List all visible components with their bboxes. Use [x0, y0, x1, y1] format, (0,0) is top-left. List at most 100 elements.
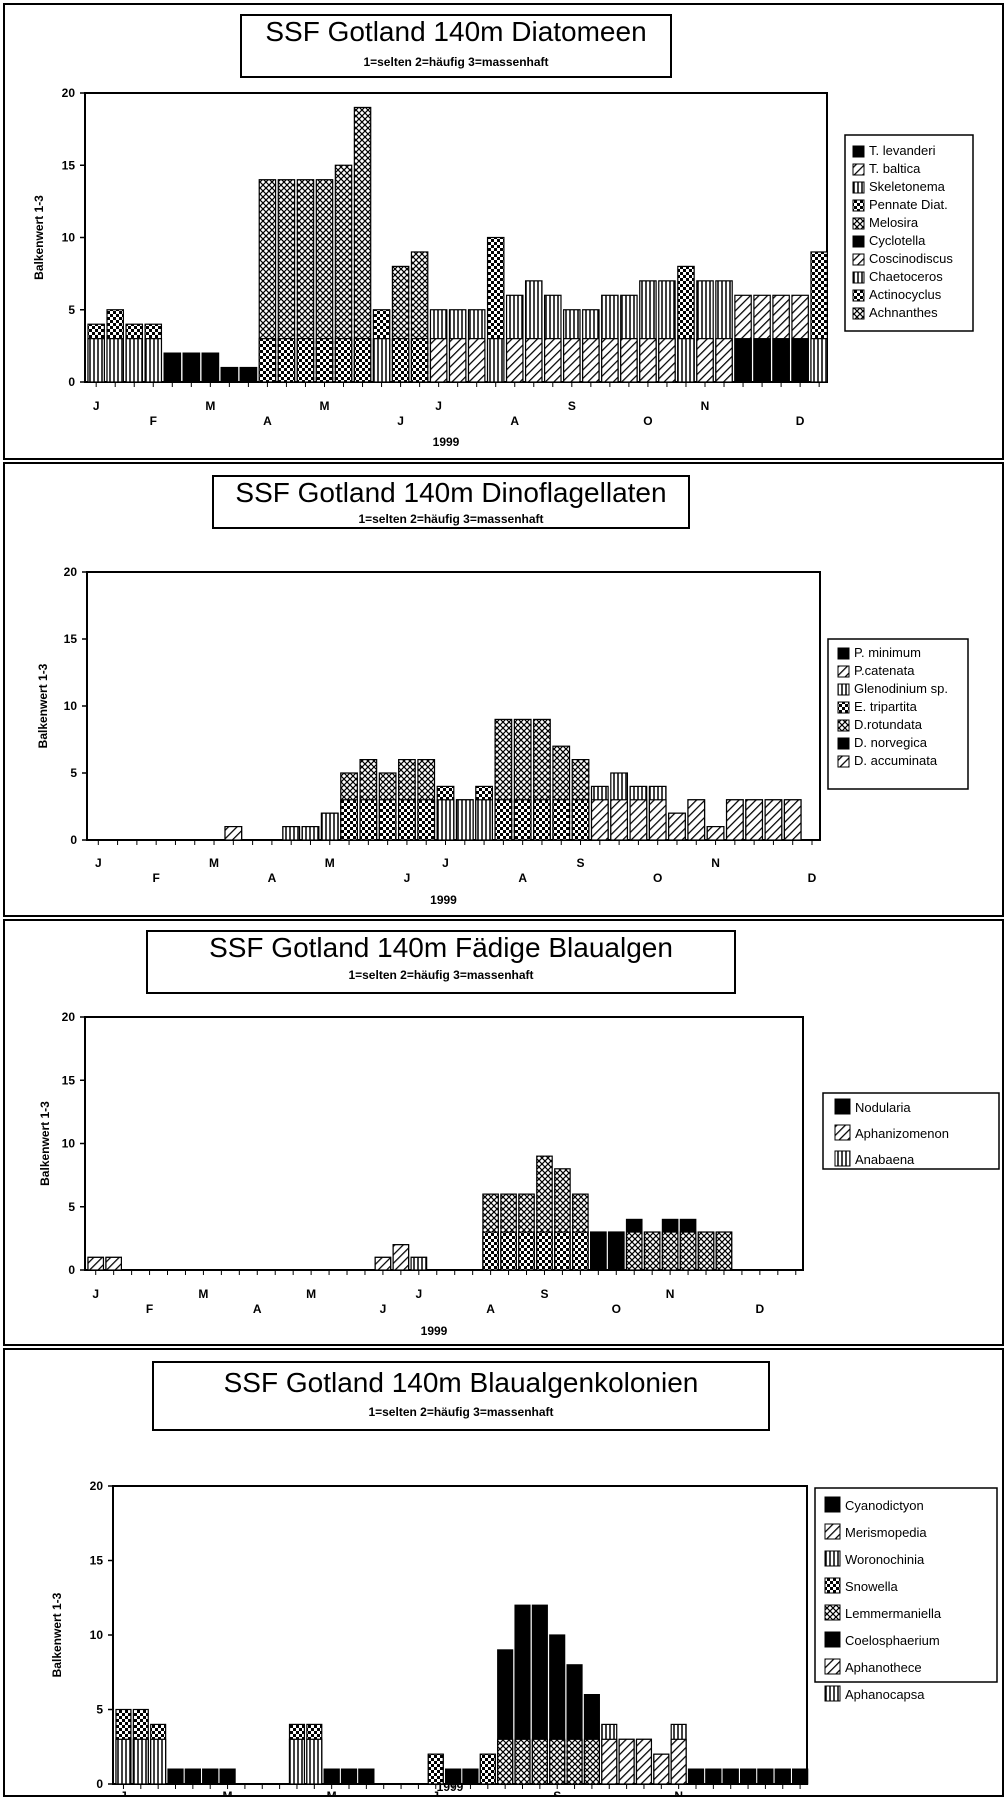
x-tick-label: A: [268, 871, 277, 885]
bar-segment: [320, 812, 339, 841]
bar-segment: [132, 1738, 149, 1785]
x-tick-label: M: [319, 399, 329, 413]
x-tick-label: J: [397, 414, 404, 428]
bar-segment: [661, 1231, 679, 1271]
x-tick-label: S: [577, 856, 585, 870]
bar-segment: [277, 338, 296, 383]
legend-swatch: [834, 1150, 851, 1167]
bar-segment: [734, 338, 752, 383]
x-tick-label: J: [404, 871, 411, 885]
y-axis-label: Balkenwert 1-3: [50, 1592, 64, 1677]
y-tick-label: 5: [68, 303, 75, 317]
chart-blaualgenkolonien: SSF Gotland 140m Blaualgenkolonien 1=selt…: [50, 1361, 998, 1800]
bar-segment: [239, 366, 258, 383]
chart-subtitle: 1=selten 2=häufig 3=massenhaft: [368, 1405, 553, 1419]
bar-segment: [552, 799, 571, 841]
x-tick-label: F: [146, 1302, 153, 1316]
legend-entry: Chaetoceros: [869, 269, 943, 284]
bar-segment: [668, 812, 686, 841]
bar-segment: [479, 1753, 496, 1785]
x-tick-label: N: [701, 399, 710, 413]
bar-segment: [658, 338, 676, 383]
x-tick-label: M: [223, 1789, 233, 1795]
bar-segment: [643, 1231, 661, 1271]
x-tick-label: F: [152, 871, 159, 885]
bar-segment: [610, 799, 629, 841]
x-tick-label: J: [380, 1302, 387, 1316]
y-tick-label: 0: [70, 833, 77, 847]
y-tick-label: 10: [90, 1628, 104, 1642]
y-axis-label: Balkenwert 1-3: [32, 195, 46, 280]
bar-segment: [202, 1768, 219, 1785]
bar-segment: [653, 1753, 670, 1785]
bar-segment: [753, 338, 771, 383]
legend-swatch: [852, 199, 865, 212]
x-tick-label: A: [253, 1302, 262, 1316]
bar-segment: [518, 1231, 535, 1271]
legend-swatch: [837, 647, 850, 660]
x-tick-label: J: [432, 1789, 439, 1795]
y-tick-label: 5: [96, 1703, 103, 1717]
bar-segment: [620, 338, 638, 383]
bar-segment: [258, 338, 277, 383]
x-axis-label: 1999: [421, 1324, 448, 1338]
x-axis-label: 1999: [437, 1780, 464, 1794]
legend-swatch: [852, 217, 865, 230]
bar-segment: [566, 1738, 583, 1785]
bar-segment: [791, 338, 809, 383]
x-tick-label: S: [540, 1287, 548, 1301]
legend-box: [822, 1092, 1000, 1170]
x-tick-label: M: [327, 1789, 337, 1795]
bar-segment: [220, 366, 239, 383]
chart-title: SSF Gotland 140m Dinoflagellaten: [235, 477, 666, 508]
bar-segment: [486, 338, 505, 383]
legend-swatch: [824, 1631, 841, 1648]
y-tick-label: 20: [62, 86, 76, 100]
x-tick-label: J: [92, 1287, 99, 1301]
bar-segment: [554, 1231, 571, 1271]
bar-segment: [679, 1231, 697, 1271]
legend-entry: Skeletonema: [869, 179, 946, 194]
plot-frame: [112, 1485, 808, 1785]
bar-segment: [163, 352, 182, 383]
bar-segment: [125, 338, 144, 383]
x-tick-label: F: [150, 414, 157, 428]
bar-segment: [219, 1768, 236, 1785]
legend-entry: Woronochinia: [845, 1552, 925, 1567]
bar-segment: [494, 799, 513, 841]
bar-segment: [340, 1768, 358, 1785]
x-tick-label: D: [808, 871, 817, 885]
bar-segment: [353, 338, 372, 383]
x-tick-label: S: [553, 1789, 561, 1795]
chart-dinoflagellaten: SSF Gotland 140m Dinoflagellaten 1=selten…: [36, 475, 969, 907]
legend-swatch: [837, 755, 850, 768]
bar-segment: [282, 826, 301, 841]
bar-segment: [582, 338, 600, 383]
bar-segment: [358, 1768, 375, 1785]
legend-swatch: [824, 1496, 841, 1513]
bar-segment: [524, 338, 543, 383]
legend-box: [827, 638, 969, 790]
bar-segment: [687, 1768, 705, 1785]
legend-entry: Merismopedia: [845, 1525, 927, 1540]
legend-swatch: [837, 683, 850, 696]
x-tick-label: N: [666, 1287, 675, 1301]
y-axis-label: Balkenwert 1-3: [36, 663, 50, 748]
bar-segment: [772, 338, 790, 383]
chart-diatomeen: SSF Gotland 140m Diatomeen 1=selten 2=häu…: [32, 14, 974, 449]
y-tick-label: 5: [70, 766, 77, 780]
chart-faedige-blaualgen: SSF Gotland 140m Fädige Blaualgen 1=selte…: [38, 930, 1000, 1338]
legend-entry: Coscinodiscus: [869, 251, 953, 266]
bar-segment: [590, 799, 609, 841]
x-tick-label: J: [442, 856, 449, 870]
legend-entry: Glenodinium sp.: [854, 681, 948, 696]
legend-entry: T. levanderi: [869, 143, 936, 158]
legend-entry: Aphanizomenon: [855, 1126, 949, 1141]
bar-segment: [549, 1738, 566, 1785]
legend-swatch: [852, 235, 865, 248]
legend-entry: D. accuminata: [854, 753, 938, 768]
bar-segment: [589, 1231, 607, 1271]
legend-swatch: [852, 163, 865, 176]
legend-swatch: [837, 701, 850, 714]
chart-title: SSF Gotland 140m Fädige Blaualgen: [209, 932, 673, 963]
